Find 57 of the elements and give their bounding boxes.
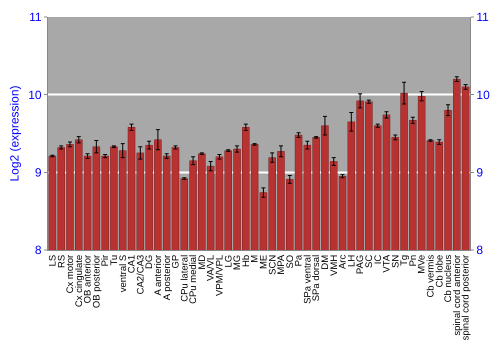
x-tick-label: Cb lobe bbox=[434, 254, 446, 288]
x-tick-label: SPa dorsal bbox=[311, 254, 322, 302]
y-tick-label: 9 bbox=[34, 166, 42, 180]
x-tick-label: VMH bbox=[328, 254, 340, 276]
x-tick-label: VTA bbox=[382, 254, 393, 273]
x-tick-label: PAG bbox=[355, 254, 366, 274]
x-tick-label: MG bbox=[232, 254, 244, 270]
x-tick-label: MPA bbox=[276, 254, 288, 275]
x-tick-label: MVe bbox=[416, 254, 428, 274]
x-tick-label: Tu bbox=[109, 254, 120, 266]
x-tick-label: spinal cord posterior bbox=[460, 254, 472, 340]
x-tick-label: spinal cord anterior bbox=[452, 254, 463, 336]
x-tick-label: LG bbox=[223, 254, 234, 268]
x-tick-label: DM bbox=[320, 254, 332, 270]
y-tick-label: 11 bbox=[29, 10, 42, 24]
x-tick-label: Pir bbox=[100, 254, 112, 266]
x-tick-label: LH bbox=[346, 254, 358, 267]
x-tick-label: Cx motor bbox=[65, 254, 76, 294]
x-tick-label: OB posterior bbox=[91, 254, 102, 308]
y-tick-label: 10 bbox=[28, 88, 42, 102]
x-tick-label: CPu medial bbox=[188, 254, 200, 304]
x-tick-label: SPa ventral bbox=[302, 254, 314, 304]
x-tick-label: SCN bbox=[267, 254, 278, 275]
y2-tick-label: 11 bbox=[476, 10, 490, 24]
y2-tick-label: 10 bbox=[476, 88, 490, 102]
x-tick-label: OB anterior bbox=[82, 254, 94, 304]
x-tick-label: ventral S bbox=[118, 254, 129, 292]
x-tick-label: SO bbox=[284, 254, 296, 269]
x-tick-label: Pn bbox=[408, 254, 419, 266]
x-tick-label: IC bbox=[372, 254, 384, 264]
y-axis-title: Log2 (expression) bbox=[8, 85, 22, 182]
x-tick-label: VA/VL bbox=[206, 254, 217, 282]
x-tick-label: Tg bbox=[399, 254, 410, 266]
x-tick-label: DG bbox=[144, 254, 156, 270]
y-tick-label: 8 bbox=[34, 243, 42, 258]
x-tick-label: LS bbox=[47, 254, 58, 266]
x-tick-label: Pa bbox=[294, 254, 305, 266]
x-tick-label: ME bbox=[258, 254, 270, 270]
y2-tick-label: 8 bbox=[476, 243, 484, 258]
x-tick-label: A posterior bbox=[162, 254, 173, 300]
y2-tick-label: 9 bbox=[476, 166, 484, 180]
x-tick-label: Cb vermis bbox=[426, 254, 437, 298]
x-tick-label: Hb bbox=[240, 254, 252, 267]
x-tick-label: CPu lateral bbox=[179, 254, 190, 302]
x-tick-label: M bbox=[250, 254, 261, 263]
x-tick-label: VPM/VPL bbox=[214, 254, 226, 296]
x-tick-label: SN bbox=[390, 254, 402, 268]
x-tick-label: A anterior bbox=[152, 254, 164, 296]
x-tick-label: GP bbox=[170, 254, 182, 269]
x-tick-label: Cb nucleus bbox=[443, 254, 454, 302]
x-tick-label: Arc bbox=[338, 254, 349, 270]
x-tick-label: MD bbox=[196, 254, 208, 270]
x-tick-label: CA2/CA3 bbox=[135, 254, 146, 294]
x-tick-label: RS bbox=[56, 254, 68, 268]
x-tick-label: SC bbox=[364, 254, 375, 268]
x-tick-label: CA1 bbox=[126, 254, 138, 274]
x-tick-label: Cx cingulate bbox=[74, 254, 85, 308]
